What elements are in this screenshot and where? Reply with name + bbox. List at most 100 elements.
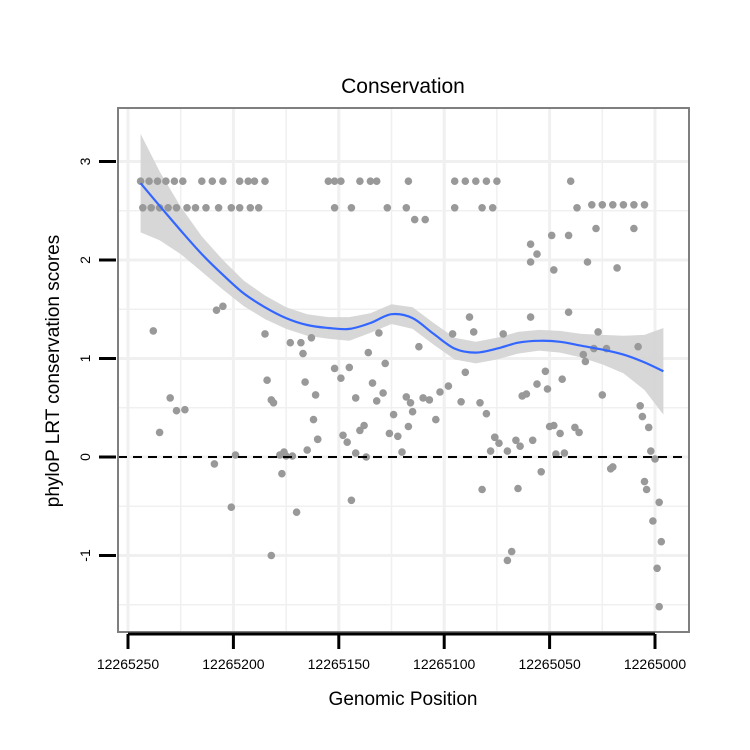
data-point [227, 503, 236, 512]
data-point [337, 374, 345, 383]
axes: 12265250 12265200 12265150 12265100 12265050… [77, 157, 686, 672]
data-point [476, 399, 484, 407]
data-point [410, 215, 419, 224]
data-point [360, 421, 368, 430]
panel-border [117, 107, 690, 633]
data-point [644, 423, 653, 432]
data-point [402, 393, 411, 401]
data-point [573, 204, 581, 212]
smooth-fit-line [139, 182, 664, 373]
data-point [385, 429, 394, 438]
data-point [198, 177, 206, 185]
data-point [372, 397, 381, 405]
data-point [235, 204, 244, 212]
x-axis-label: Genomic Position [329, 689, 478, 710]
data-point [398, 448, 406, 456]
data-point [301, 378, 309, 386]
data-point [564, 308, 573, 317]
data-point [267, 551, 276, 560]
y-tick-label: 3 [77, 157, 93, 165]
data-points [136, 177, 666, 611]
data-point [372, 177, 381, 185]
data-point [488, 204, 497, 212]
data-point [181, 405, 189, 414]
data-point [493, 177, 501, 185]
y-tick-label: 2 [77, 256, 93, 264]
data-point [235, 177, 244, 185]
y-axis-label: phyloP LRT conservation scores [43, 235, 64, 508]
data-point [560, 449, 569, 457]
data-point [419, 394, 427, 402]
data-point [461, 368, 470, 377]
data-point [461, 177, 470, 185]
data-point [592, 224, 600, 233]
data-point [292, 508, 301, 516]
data-point [482, 409, 491, 418]
data-point [543, 385, 552, 393]
data-point [364, 348, 373, 357]
data-point [269, 399, 278, 407]
data-point [640, 477, 649, 486]
data-point [408, 407, 417, 416]
data-point [636, 402, 644, 410]
data-point [495, 439, 503, 448]
data-point [166, 394, 174, 402]
data-point [457, 398, 465, 406]
data-point [522, 390, 531, 398]
data-point [469, 328, 478, 336]
data-point [394, 432, 402, 441]
data-point [208, 177, 217, 185]
data-point [254, 204, 263, 212]
data-point [478, 485, 486, 494]
data-point [153, 177, 162, 185]
data-point [231, 451, 240, 459]
data-point [465, 313, 474, 321]
data-point [263, 376, 271, 385]
data-point [421, 215, 430, 224]
data-point [499, 330, 508, 338]
data-point [598, 391, 607, 399]
data-point [651, 455, 659, 463]
x-tick-label: 12265000 [624, 656, 687, 672]
data-point [547, 231, 556, 240]
data-point [406, 399, 415, 407]
data-point [307, 334, 316, 342]
data-point [528, 436, 537, 445]
data-point [389, 410, 398, 419]
data-point [170, 177, 179, 185]
data-point [227, 204, 236, 212]
data-point [450, 177, 459, 185]
data-point [425, 396, 434, 404]
data-point [202, 204, 210, 212]
data-point [311, 391, 320, 399]
data-point [507, 547, 516, 556]
data-point [164, 204, 172, 212]
data-point [324, 177, 333, 185]
data-point [212, 306, 221, 315]
data-point [147, 204, 155, 212]
data-point [550, 266, 558, 274]
x-tick-label: 12265200 [202, 656, 265, 672]
data-point [219, 302, 227, 311]
data-point [613, 264, 621, 272]
confidence-band [140, 133, 664, 415]
data-point [347, 204, 356, 212]
data-point [537, 468, 545, 476]
data-point [379, 389, 387, 397]
data-point [402, 204, 411, 212]
data-point [345, 363, 354, 372]
smooth-fit-layer [139, 182, 664, 373]
data-point [609, 201, 617, 209]
data-point [337, 177, 345, 185]
panel-frame [117, 107, 690, 633]
data-point [655, 498, 663, 507]
data-point [640, 201, 649, 209]
data-point [491, 433, 499, 442]
data-point [432, 415, 440, 424]
data-point [657, 537, 666, 546]
data-point [450, 204, 459, 212]
data-point [162, 177, 170, 185]
data-point [472, 177, 480, 185]
data-point [655, 602, 663, 611]
